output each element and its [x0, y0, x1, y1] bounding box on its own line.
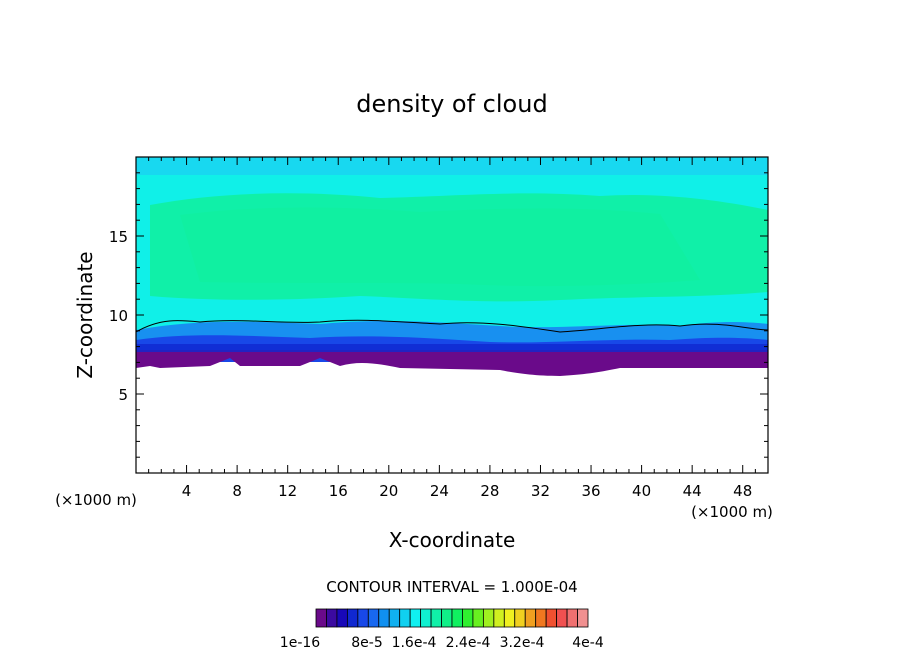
colorbar-swatch — [315, 608, 327, 628]
colorbar-swatch — [482, 608, 495, 628]
x-tick-label: 36 — [581, 482, 600, 500]
colorbar-label: 1.6e-4 — [392, 635, 437, 651]
colorbar-swatch — [545, 608, 558, 628]
colorbar-swatch — [388, 608, 401, 628]
colorbar-swatch — [326, 608, 338, 628]
colorbar-label: 1e-16 — [280, 635, 320, 651]
y-tick-label: 10 — [109, 307, 128, 325]
field-band-purple — [136, 350, 768, 376]
colorbar-swatch — [378, 608, 390, 628]
y-axis-label: Z-coordinate — [73, 251, 97, 378]
colorbar-swatch — [493, 608, 505, 628]
y-tick-label: 5 — [118, 386, 128, 404]
colorbar-swatch — [399, 608, 411, 628]
y-tick-label: 15 — [109, 228, 128, 246]
x-tick-label: 32 — [531, 482, 550, 500]
colorbar-swatch — [514, 608, 526, 628]
colorbar-swatch — [556, 608, 568, 628]
contour-interval-text: CONTOUR INTERVAL = 1.000E-04 — [326, 578, 577, 596]
chart-title: density of cloud — [356, 90, 547, 118]
x-tick-label: 48 — [733, 482, 752, 500]
colorbar-swatch — [503, 608, 516, 628]
field-core-green-inner — [180, 207, 700, 287]
x-tick-label: 4 — [182, 482, 192, 500]
contour-line — [136, 319, 768, 333]
colorbar-swatch — [451, 608, 463, 628]
colorbar-swatch — [577, 608, 589, 628]
colorbar-swatch — [367, 608, 380, 628]
colorbar-swatch — [535, 608, 547, 628]
colorbar-swatch — [472, 608, 484, 628]
y-unit-label: (×1000 m) — [55, 491, 137, 509]
x-tick-label: 28 — [480, 482, 499, 500]
colorbar-swatch — [357, 608, 369, 628]
density-field — [136, 157, 768, 376]
colorbar-label: 8e-5 — [351, 635, 382, 651]
x-tick-label: 40 — [632, 482, 651, 500]
x-tick-label: 12 — [278, 482, 297, 500]
colorbar-swatch — [524, 608, 537, 628]
colorbar-swatch — [430, 608, 442, 628]
colorbar-swatch — [462, 608, 474, 628]
x-tick-label: 8 — [232, 482, 242, 500]
x-tick-label: 44 — [683, 482, 702, 500]
colorbar-swatch — [566, 608, 578, 628]
colorbar — [315, 608, 589, 628]
x-tick-label: 20 — [379, 482, 398, 500]
colorbar-swatch — [420, 608, 432, 628]
colorbar-label: 3.2e-4 — [500, 635, 545, 651]
x-tick-label: 24 — [430, 482, 449, 500]
colorbar-label: 2.4e-4 — [446, 635, 491, 651]
colorbar-swatch — [346, 608, 359, 628]
colorbar-swatch — [336, 608, 348, 628]
x-tick-label: 16 — [329, 482, 348, 500]
field-band-blue-lower — [136, 344, 768, 352]
colorbar-labels: 1e-16 8e-5 1.6e-4 2.4e-4 3.2e-4 4e-4 — [280, 635, 604, 651]
colorbar-label: 4e-4 — [572, 635, 604, 651]
x-unit-label: (×1000 m) — [691, 503, 773, 521]
colorbar-swatch — [441, 608, 453, 628]
colorbar-swatch — [409, 608, 422, 628]
x-axis-label: X-coordinate — [389, 528, 516, 552]
